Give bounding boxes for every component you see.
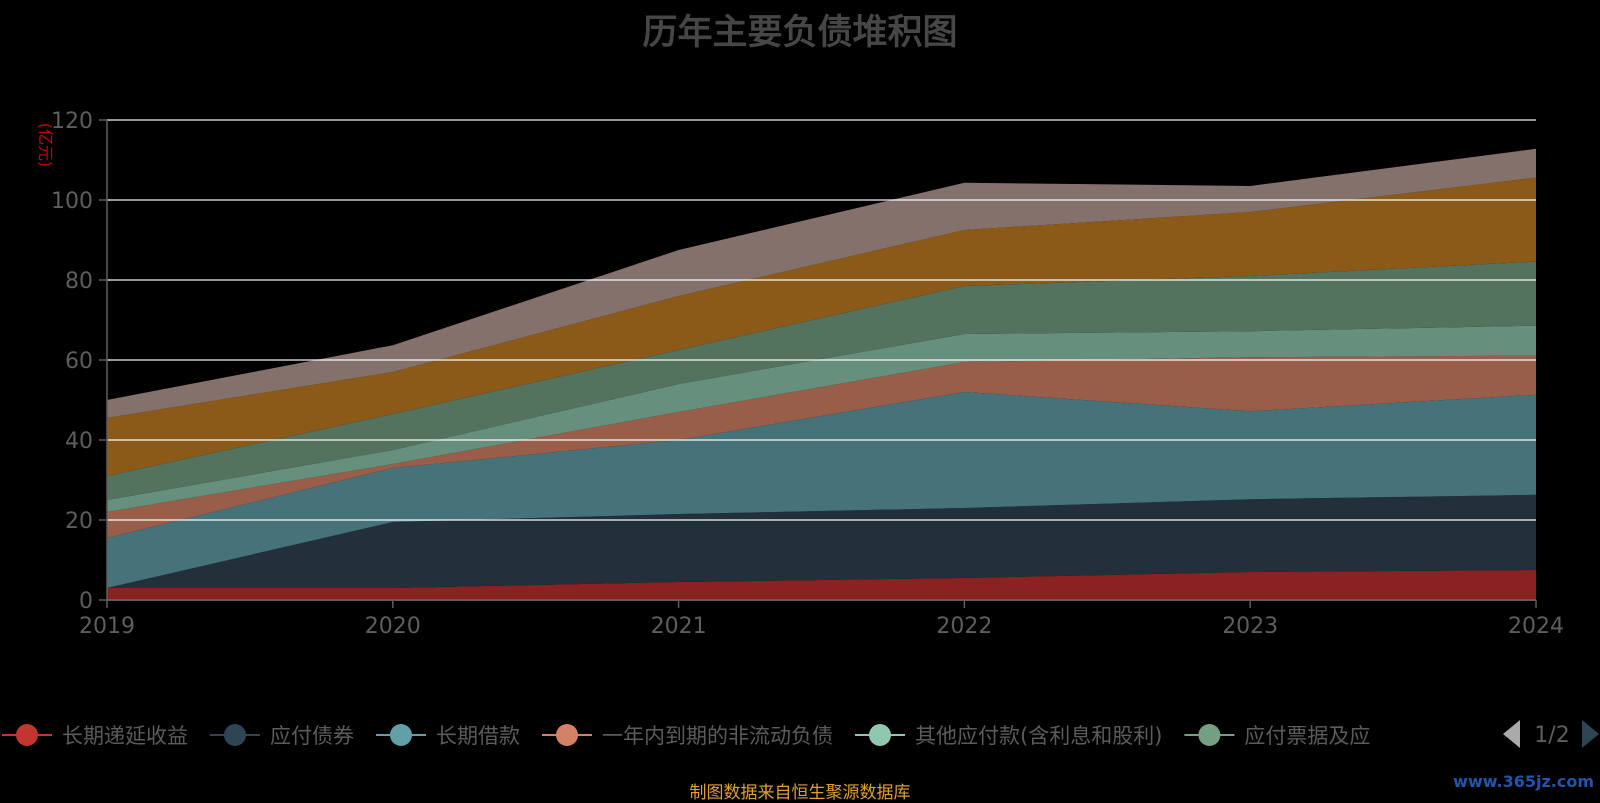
y-tick-label-0: 0 xyxy=(79,589,93,614)
source-note: 制图数据来自恒生聚源数据库 xyxy=(689,783,911,803)
y-tick-label-60: 60 xyxy=(65,349,93,374)
y-axis-label: (亿元) xyxy=(36,123,55,168)
legend-label: 一年内到期的非流动负债 xyxy=(602,724,833,748)
legend-label: 长期递延收益 xyxy=(62,724,188,748)
grid-layer xyxy=(107,119,1536,521)
area-series-4 xyxy=(107,355,1536,538)
x-tick-label-2020: 2020 xyxy=(365,614,421,639)
legend: 长期递延收益 应付债券 长期借款 一年内到期的非流动负债 其他应付款(含利息和股利) 应付… xyxy=(2,724,1370,748)
y-tick-label-100: 100 xyxy=(51,189,93,214)
axes-layer: 0 20 40 60 80 100 120 2019 2020 2021 2022 2023 2024 xyxy=(51,109,1564,639)
legend-label: 应付票据及应 xyxy=(1244,724,1370,748)
legend-item-6[interactable]: 应付票据及应 xyxy=(1184,724,1370,748)
legend-item-5[interactable]: 其他应付款(含利息和股利) xyxy=(855,724,1162,748)
legend-label: 长期借款 xyxy=(436,724,520,748)
x-tick-label-2021: 2021 xyxy=(651,614,707,639)
legend-prev-arrow-icon[interactable] xyxy=(1503,720,1520,748)
area-series-5 xyxy=(107,325,1536,512)
legend-marker-icon xyxy=(869,724,891,746)
y-tick-label-40: 40 xyxy=(65,429,93,454)
chart-title: 历年主要负债堆积图 xyxy=(642,13,958,53)
watermark: www.365jz.com xyxy=(1453,772,1594,791)
area-series-6 xyxy=(107,261,1536,500)
legend-marker-icon xyxy=(390,724,412,746)
legend-marker-icon xyxy=(224,724,246,746)
area-series-3 xyxy=(107,392,1536,588)
legend-next-arrow-icon[interactable] xyxy=(1582,720,1599,748)
legend-pager: 1/2 xyxy=(1503,720,1599,748)
area-series-7 xyxy=(107,177,1536,476)
x-tick-label-2019: 2019 xyxy=(79,614,135,639)
x-tick-label-2022: 2022 xyxy=(936,614,992,639)
legend-item-4[interactable]: 一年内到期的非流动负债 xyxy=(542,724,833,748)
area-layer xyxy=(107,148,1536,600)
legend-label: 应付债券 xyxy=(270,724,354,748)
legend-item-2[interactable]: 应付债券 xyxy=(210,724,354,748)
y-tick-label-20: 20 xyxy=(65,509,93,534)
legend-item-3[interactable]: 长期借款 xyxy=(376,724,520,748)
area-series-1 xyxy=(107,570,1536,600)
legend-marker-icon xyxy=(1198,724,1221,746)
y-tick-label-120: 120 xyxy=(51,109,93,134)
legend-marker-icon xyxy=(16,724,38,746)
x-tick-label-2023: 2023 xyxy=(1222,614,1278,639)
legend-item-1[interactable]: 长期递延收益 xyxy=(2,724,188,748)
legend-page-indicator: 1/2 xyxy=(1534,723,1569,748)
y-tick-label-80: 80 xyxy=(65,269,93,294)
legend-label: 其他应付款(含利息和股利) xyxy=(915,724,1162,748)
area-series-2 xyxy=(107,494,1536,588)
legend-marker-icon xyxy=(556,724,578,746)
area-series-8 xyxy=(107,148,1536,419)
x-tick-label-2024: 2024 xyxy=(1508,614,1564,639)
